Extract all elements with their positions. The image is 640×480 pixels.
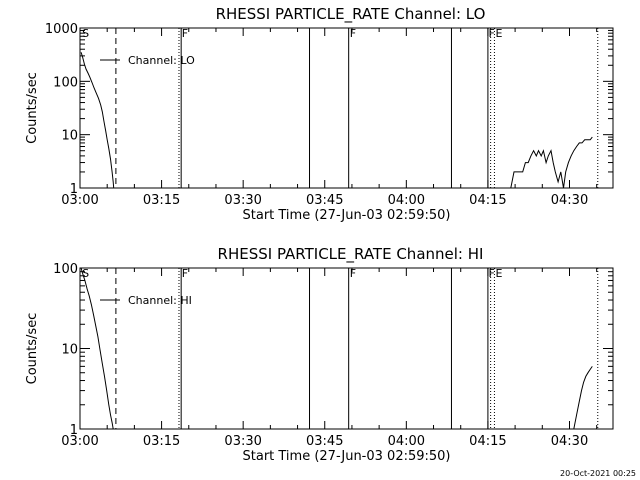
y-tick-label: 1: [70, 423, 78, 438]
series-segment-1: [573, 366, 593, 430]
marker-f: F: [488, 267, 494, 280]
marker-e: E: [496, 267, 503, 280]
plot-frame: [79, 267, 614, 430]
y-tick-label: 10: [61, 129, 78, 144]
y-tick-label: 1000: [45, 22, 78, 37]
y-tick-label: 100: [53, 262, 78, 277]
marker-f: F: [182, 267, 188, 280]
x-tick-label: 03:45: [306, 434, 343, 449]
x-axis-label: Start Time (27-Jun-03 02:59:50): [243, 449, 451, 464]
x-tick-label: 04:30: [551, 193, 588, 208]
chart-title: RHESSI PARTICLE_RATE Channel: LO: [216, 5, 486, 24]
y-tick-label: 10: [61, 343, 78, 358]
marker-f: F: [350, 27, 356, 40]
marker-f: F: [182, 27, 188, 40]
series-segment-1: [510, 136, 593, 189]
series-segment-0: [80, 267, 114, 430]
x-tick-label: 04:00: [388, 193, 425, 208]
panel-hi: RHESSI PARTICLE_RATE Channel: HI 03:00 03:…: [25, 245, 614, 464]
x-tick-label: 03:45: [306, 193, 343, 208]
legend-label: Channel: HI: [128, 294, 192, 307]
chart-title: RHESSI PARTICLE_RATE Channel: HI: [218, 245, 484, 264]
panel-lo: RHESSI PARTICLE_RATE Channel: LO 03:00 03:…: [25, 5, 614, 223]
x-tick-label: 03:00: [61, 434, 98, 449]
marker-f: F: [350, 267, 356, 280]
plot-frame: [79, 27, 614, 189]
y-axis-label: Counts/sec: [25, 72, 40, 144]
x-tick-label: 03:15: [143, 193, 180, 208]
y-tick-label: 100: [53, 75, 78, 90]
x-tick-label: 03:30: [224, 193, 261, 208]
x-tick-label: 04:30: [551, 434, 588, 449]
x-tick-label: 03:30: [224, 434, 261, 449]
x-tick-label: 04:15: [469, 434, 506, 449]
y-tick-label: 1: [70, 182, 78, 197]
legend-label: Channel: LO: [128, 54, 195, 67]
x-tick-label: 04:15: [469, 193, 506, 208]
x-axis-label: Start Time (27-Jun-03 02:59:50): [243, 208, 451, 223]
marker-f: F: [488, 27, 494, 40]
x-tick-label: 03:15: [143, 434, 180, 449]
date-stamp: 20-Oct-2021 00:25: [560, 469, 636, 478]
y-axis-label: Counts/sec: [25, 313, 40, 385]
x-tick-label: 04:00: [388, 434, 425, 449]
series-segment-0: [80, 52, 115, 189]
x-tick-label: 03:00: [61, 193, 98, 208]
marker-e: E: [496, 27, 503, 40]
marker-s: S: [82, 27, 89, 40]
marker-s: S: [82, 267, 89, 280]
